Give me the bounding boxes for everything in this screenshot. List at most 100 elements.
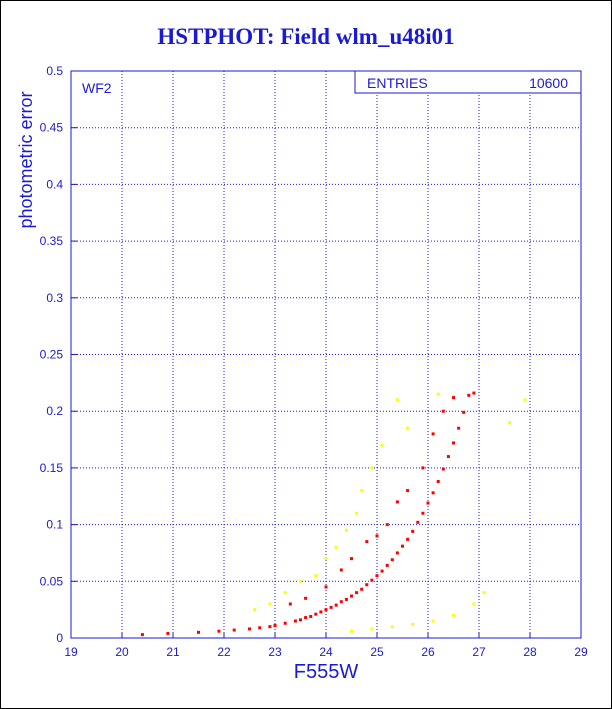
panel-label: WF2 bbox=[82, 80, 112, 96]
data-point bbox=[360, 587, 364, 591]
data-point bbox=[304, 616, 308, 620]
data-points bbox=[140, 391, 527, 637]
data-point bbox=[380, 569, 384, 573]
data-point bbox=[421, 511, 425, 515]
data-point bbox=[436, 392, 440, 396]
y-axis-ticks: 0 0.05 0.1 0.15 0.2 0.25 0.3 0.35 0.4 0.45 0.5 bbox=[40, 64, 77, 645]
data-point bbox=[390, 558, 394, 562]
data-point bbox=[355, 591, 359, 595]
data-point bbox=[395, 551, 399, 555]
data-point bbox=[339, 600, 343, 604]
data-point bbox=[344, 597, 348, 601]
data-point bbox=[431, 491, 435, 495]
data-point bbox=[299, 618, 302, 622]
data-point bbox=[299, 579, 302, 583]
data-point bbox=[283, 621, 287, 625]
data-point bbox=[370, 627, 374, 631]
data-point bbox=[268, 602, 272, 606]
data-point bbox=[283, 591, 287, 595]
data-point bbox=[421, 466, 425, 470]
x-tick-label: 22 bbox=[217, 645, 231, 659]
y-tick-label: 0.4 bbox=[46, 177, 63, 191]
data-point bbox=[452, 441, 455, 445]
data-point bbox=[324, 585, 328, 589]
data-point bbox=[467, 393, 471, 397]
x-tick-label: 29 bbox=[574, 645, 588, 659]
data-point bbox=[385, 523, 389, 527]
data-point bbox=[385, 563, 389, 567]
data-point bbox=[436, 480, 440, 484]
data-point bbox=[197, 630, 200, 634]
data-point bbox=[446, 455, 450, 459]
x-axis-label: F555W bbox=[294, 661, 359, 683]
x-tick-label: 23 bbox=[268, 645, 282, 659]
data-point bbox=[365, 583, 369, 587]
data-point bbox=[426, 501, 430, 505]
data-point bbox=[288, 602, 292, 606]
stats-value: 10600 bbox=[529, 75, 568, 91]
y-tick-label: 0 bbox=[56, 631, 63, 645]
data-point bbox=[523, 398, 527, 402]
data-point bbox=[411, 622, 415, 626]
y-tick-label: 0.45 bbox=[40, 121, 64, 135]
data-point bbox=[370, 466, 374, 470]
data-point bbox=[232, 628, 236, 632]
grid-lines bbox=[70, 70, 582, 639]
data-point bbox=[217, 629, 221, 633]
data-point bbox=[395, 500, 399, 504]
data-point bbox=[258, 626, 262, 630]
data-point bbox=[406, 489, 410, 493]
data-point bbox=[314, 612, 318, 616]
data-point bbox=[406, 537, 410, 541]
y-tick-label: 0.15 bbox=[40, 461, 64, 475]
data-point bbox=[350, 629, 353, 633]
data-point bbox=[462, 410, 466, 414]
data-point bbox=[350, 594, 353, 598]
data-point bbox=[334, 603, 338, 607]
stats-box bbox=[354, 70, 582, 94]
data-point bbox=[452, 396, 455, 400]
data-point bbox=[431, 432, 435, 436]
x-tick-label: 21 bbox=[166, 645, 180, 659]
data-point bbox=[350, 557, 353, 561]
y-tick-label: 0.05 bbox=[40, 574, 64, 588]
data-point bbox=[406, 426, 410, 430]
data-point bbox=[370, 578, 374, 582]
data-point bbox=[360, 489, 364, 493]
data-point bbox=[441, 409, 445, 413]
data-point bbox=[324, 557, 328, 561]
x-tick-label: 26 bbox=[421, 645, 435, 659]
data-point bbox=[452, 613, 455, 617]
data-point bbox=[253, 608, 257, 612]
x-tick-label: 27 bbox=[472, 645, 486, 659]
data-point bbox=[401, 544, 404, 548]
data-point bbox=[319, 610, 323, 614]
data-point bbox=[268, 625, 272, 629]
data-point bbox=[248, 627, 251, 631]
data-point bbox=[365, 540, 369, 544]
y-tick-label: 0.25 bbox=[40, 348, 64, 362]
data-point bbox=[457, 426, 461, 430]
x-tick-label: 25 bbox=[370, 645, 384, 659]
stats-label: ENTRIES bbox=[367, 75, 428, 91]
data-point bbox=[314, 574, 318, 578]
data-point bbox=[293, 619, 297, 623]
y-tick-label: 0.5 bbox=[46, 64, 63, 78]
data-point bbox=[411, 529, 415, 533]
x-tick-label: 28 bbox=[523, 645, 537, 659]
data-point bbox=[375, 574, 379, 578]
x-tick-label: 20 bbox=[115, 645, 129, 659]
data-point bbox=[344, 528, 348, 532]
data-point bbox=[324, 608, 328, 612]
y-tick-label: 0.35 bbox=[40, 234, 64, 248]
data-point bbox=[390, 625, 394, 629]
y-tick-label: 0.2 bbox=[46, 404, 63, 418]
data-point bbox=[380, 443, 384, 447]
data-point bbox=[508, 421, 512, 425]
y-tick-label: 0.3 bbox=[46, 291, 63, 305]
data-point bbox=[375, 534, 379, 538]
data-point bbox=[309, 614, 313, 618]
data-point bbox=[339, 568, 343, 572]
y-tick-label: 0.1 bbox=[46, 518, 63, 532]
chart-title: HSTPHOT: Field wlm_u48i01 bbox=[157, 24, 455, 49]
